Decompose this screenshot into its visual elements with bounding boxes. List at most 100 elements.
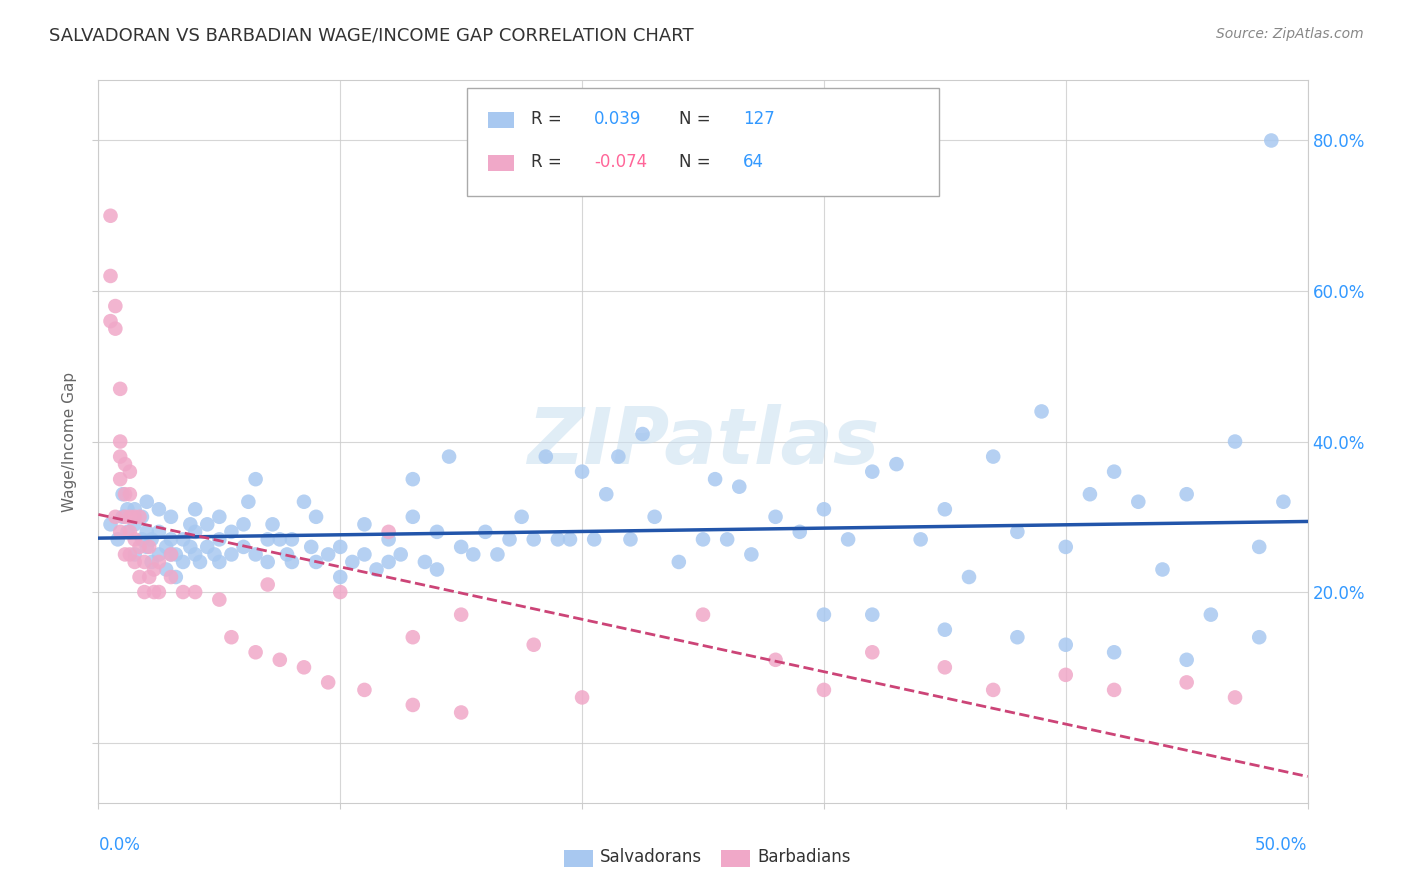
Point — [256, 577, 278, 591]
Point — [160, 533, 183, 547]
Point — [124, 509, 146, 524]
Point — [299, 540, 322, 554]
Point — [292, 660, 315, 674]
Point — [765, 653, 787, 667]
Point — [426, 524, 449, 539]
FancyBboxPatch shape — [488, 155, 515, 171]
Point — [208, 533, 231, 547]
Point — [245, 472, 267, 486]
Text: Barbadians: Barbadians — [758, 848, 851, 866]
Point — [1175, 675, 1198, 690]
Point — [1054, 668, 1077, 682]
Point — [413, 555, 436, 569]
Point — [117, 502, 139, 516]
Point — [789, 524, 811, 539]
Point — [135, 524, 157, 539]
Point — [117, 524, 139, 539]
Point — [100, 209, 122, 223]
Point — [981, 682, 1004, 697]
Point — [135, 494, 157, 508]
Point — [366, 562, 388, 576]
Point — [837, 533, 859, 547]
Point — [256, 533, 278, 547]
Point — [728, 480, 751, 494]
Point — [165, 548, 187, 562]
Point — [104, 299, 127, 313]
Point — [104, 509, 127, 524]
Text: N =: N = — [679, 110, 716, 128]
Point — [195, 517, 218, 532]
Point — [138, 540, 160, 554]
Point — [934, 660, 956, 674]
FancyBboxPatch shape — [488, 112, 515, 128]
Text: Salvadorans: Salvadorans — [600, 848, 703, 866]
Point — [910, 533, 932, 547]
Point — [114, 487, 136, 501]
Point — [474, 524, 496, 539]
Point — [1175, 653, 1198, 667]
Point — [118, 524, 141, 539]
Point — [558, 533, 581, 547]
Point — [114, 548, 136, 562]
Point — [148, 585, 170, 599]
Point — [377, 533, 399, 547]
Point — [124, 548, 146, 562]
Point — [208, 555, 231, 569]
Point — [571, 465, 593, 479]
Point — [402, 509, 425, 524]
Point — [184, 585, 207, 599]
Point — [342, 555, 364, 569]
Point — [1102, 645, 1125, 659]
Point — [595, 487, 617, 501]
Point — [377, 524, 399, 539]
Point — [172, 533, 194, 547]
Point — [111, 509, 134, 524]
Point — [128, 570, 150, 584]
Point — [1199, 607, 1222, 622]
Point — [245, 645, 267, 659]
Point — [1152, 562, 1174, 576]
Point — [1175, 487, 1198, 501]
Point — [160, 548, 183, 562]
Point — [134, 585, 156, 599]
Point — [860, 645, 883, 659]
Point — [329, 540, 352, 554]
Point — [437, 450, 460, 464]
Point — [450, 607, 472, 622]
Point — [353, 682, 375, 697]
Point — [269, 533, 291, 547]
Text: N =: N = — [679, 153, 716, 171]
Point — [886, 457, 908, 471]
Point — [957, 570, 980, 584]
Point — [1260, 133, 1282, 147]
Point — [353, 548, 375, 562]
Point — [179, 540, 201, 554]
Point — [860, 607, 883, 622]
Point — [523, 638, 546, 652]
Point — [108, 450, 131, 464]
Point — [124, 555, 146, 569]
Point — [1102, 465, 1125, 479]
Point — [262, 517, 284, 532]
Point — [232, 540, 254, 554]
Point — [108, 524, 131, 539]
Point — [124, 533, 146, 547]
Point — [148, 555, 170, 569]
Point — [131, 533, 153, 547]
Point — [765, 509, 787, 524]
Point — [450, 540, 472, 554]
Point — [305, 555, 328, 569]
Text: 64: 64 — [742, 153, 763, 171]
Point — [377, 555, 399, 569]
Point — [184, 548, 207, 562]
Point — [281, 533, 304, 547]
Point — [245, 548, 267, 562]
Point — [571, 690, 593, 705]
Point — [172, 585, 194, 599]
Point — [148, 548, 170, 562]
Point — [134, 555, 156, 569]
Point — [813, 682, 835, 697]
Point — [534, 450, 557, 464]
Point — [329, 585, 352, 599]
Point — [281, 555, 304, 569]
